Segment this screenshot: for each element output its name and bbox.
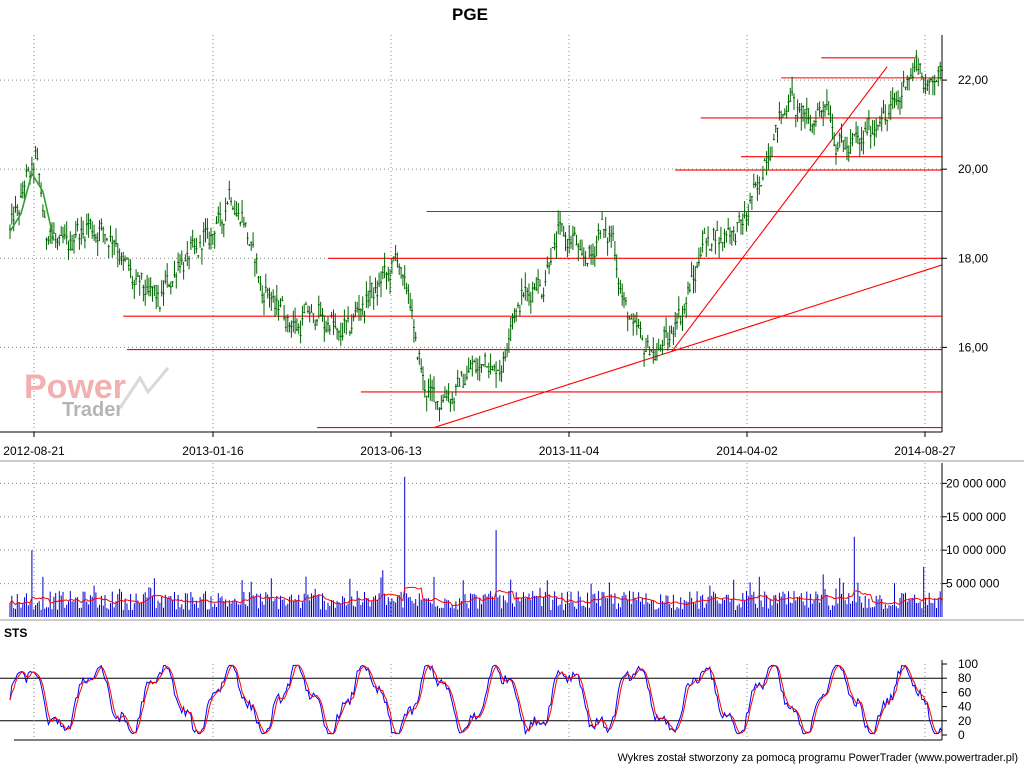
- volume-bars: [9, 476, 943, 617]
- y-tick-label: 18,00: [958, 251, 988, 265]
- sts-label: STS: [4, 626, 27, 640]
- x-tick-label: 2014-04-02: [716, 444, 778, 458]
- price-panel-grid: [0, 35, 942, 432]
- sts-k-line: [9, 664, 943, 736]
- moving-average-line: [9, 171, 55, 241]
- y-tick-label: 22,00: [958, 73, 988, 87]
- support-lines: [123, 57, 943, 429]
- price-series: [9, 50, 943, 422]
- chart-title: PGE: [452, 5, 488, 24]
- x-tick-label: 2013-06-13: [360, 444, 422, 458]
- sts-tick-label: 20: [958, 714, 972, 728]
- watermark-trader: Trader: [62, 399, 123, 421]
- x-tick-label: 2014-08-27: [894, 444, 956, 458]
- trend-line: [671, 66, 888, 353]
- watermark-swoosh-icon: [118, 367, 170, 409]
- y-tick-label: 20,00: [958, 162, 988, 176]
- trend-line: [433, 264, 943, 429]
- volume-tick-label: 5 000 000: [946, 577, 1000, 591]
- sts-tick-label: 0: [958, 728, 965, 742]
- x-tick-label: 2012-08-21: [3, 444, 65, 458]
- price-bars: [9, 50, 943, 422]
- sts-tick-label: 60: [958, 685, 972, 699]
- sts-tick-label: 80: [958, 671, 972, 685]
- x-tick-label: 2013-01-16: [182, 444, 244, 458]
- sts-tick-label: 100: [958, 657, 978, 671]
- volume-tick-label: 10 000 000: [946, 543, 1006, 557]
- x-tick-label: 2013-11-04: [539, 444, 600, 458]
- sts-tick-label: 40: [958, 700, 972, 714]
- volume-panel: 5 000 000 10 000 000 15 000 000 20 000 000: [0, 463, 1006, 617]
- y-tick-label: 16,00: [958, 340, 988, 354]
- footer-credit: Wykres został stworzony za pomocą progra…: [617, 752, 1018, 764]
- watermark-power: Power: [24, 368, 126, 406]
- watermark: Power Trader: [24, 367, 170, 421]
- volume-average-line: [9, 586, 943, 607]
- volume-tick-label: 15 000 000: [946, 510, 1006, 524]
- price-axis: 2012-08-21 2013-01-16 2013-06-13 2013-11-04…: [0, 35, 1024, 621]
- volume-tick-label: 20 000 000: [946, 476, 1006, 490]
- sts-d-line: [9, 664, 943, 735]
